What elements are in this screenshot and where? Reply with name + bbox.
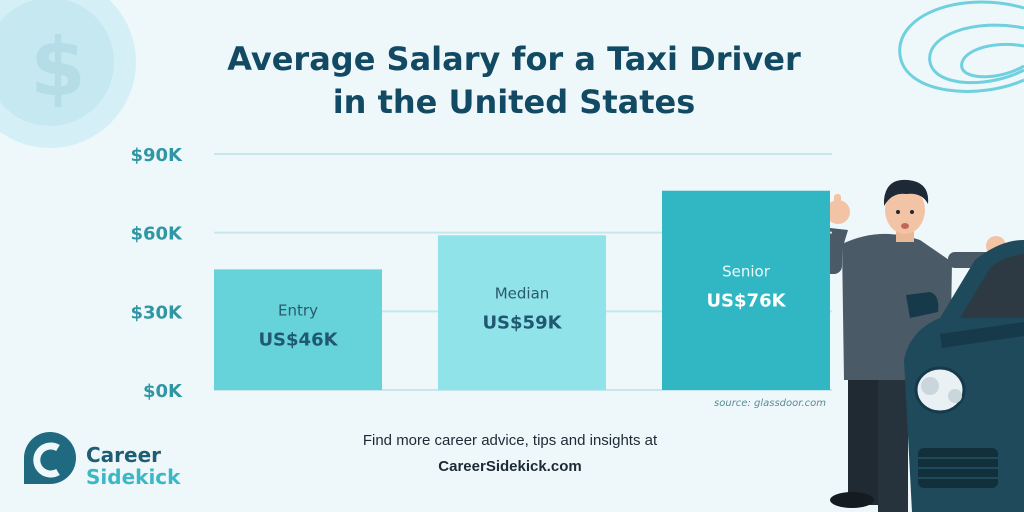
source-note: source: glassdoor.com: [714, 398, 826, 409]
title-line-1: Average Salary for a Taxi Driver: [227, 40, 801, 78]
title-line-2: in the United States: [332, 83, 696, 121]
brand-logo-text: Career Sidekick: [86, 444, 180, 488]
bar-value-label: US$76K: [706, 290, 786, 311]
brand-name-line2: Sidekick: [86, 465, 181, 489]
footer-text: Find more career advice, tips and insigh…: [362, 432, 658, 449]
bar-category-label: Median: [495, 285, 550, 303]
car-illustration: [904, 240, 1024, 512]
swirl-decoration: [898, 0, 1024, 93]
bar-value-label: US$46K: [258, 330, 338, 351]
driver-illustration: [822, 179, 1006, 512]
bar-category-label: Entry: [278, 302, 318, 320]
bar-median: [438, 235, 606, 390]
y-tick-label: $0K: [143, 381, 183, 402]
svg-text:$: $: [30, 21, 86, 114]
brand-name-line1: Career: [86, 443, 162, 467]
footer-link[interactable]: CareerSidekick.com: [438, 458, 582, 475]
y-tick-label: $30K: [130, 302, 183, 323]
page-title: Average Salary for a Taxi Driver in the …: [0, 38, 1024, 124]
y-tick-label: $90K: [130, 145, 183, 166]
bar-entry: [214, 269, 382, 390]
bar-value-label: US$59K: [482, 313, 562, 334]
y-tick-label: $60K: [130, 224, 183, 245]
bar-senior: [662, 190, 830, 390]
career-sidekick-logo-icon: [24, 432, 76, 484]
coin-icon: $: [0, 0, 136, 148]
bar-category-label: Senior: [722, 262, 771, 280]
